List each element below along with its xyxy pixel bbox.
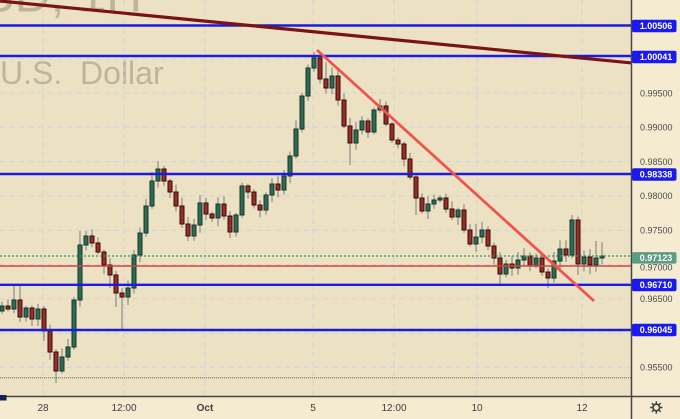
svg-text:0.97123: 0.97123: [640, 253, 673, 263]
svg-text:0.99500: 0.99500: [640, 89, 673, 99]
svg-text:0.99000: 0.99000: [640, 123, 673, 133]
svg-text:10: 10: [471, 403, 483, 414]
svg-text:12: 12: [576, 403, 588, 414]
svg-text:0.97500: 0.97500: [640, 225, 673, 235]
svg-text:0.96045: 0.96045: [640, 325, 673, 335]
svg-text:0.96500: 0.96500: [640, 294, 673, 304]
svg-text:0.96710: 0.96710: [640, 280, 673, 290]
svg-text:5: 5: [310, 403, 316, 414]
svg-text:1.00041: 1.00041: [640, 52, 673, 62]
svg-text:12:00: 12:00: [111, 403, 136, 414]
svg-text:0.98000: 0.98000: [640, 191, 673, 201]
svg-text:U.S. Dollar: U.S. Dollar: [0, 55, 164, 91]
svg-text:1.00506: 1.00506: [640, 21, 673, 31]
svg-text:0.98338: 0.98338: [640, 170, 673, 180]
svg-text:0.95500: 0.95500: [640, 363, 673, 373]
svg-text:28: 28: [37, 403, 49, 414]
svg-text:0.97000: 0.97000: [640, 262, 673, 272]
svg-text:Oct: Oct: [197, 403, 214, 414]
svg-text:0.98500: 0.98500: [640, 157, 673, 167]
svg-text:12:00: 12:00: [381, 403, 406, 414]
